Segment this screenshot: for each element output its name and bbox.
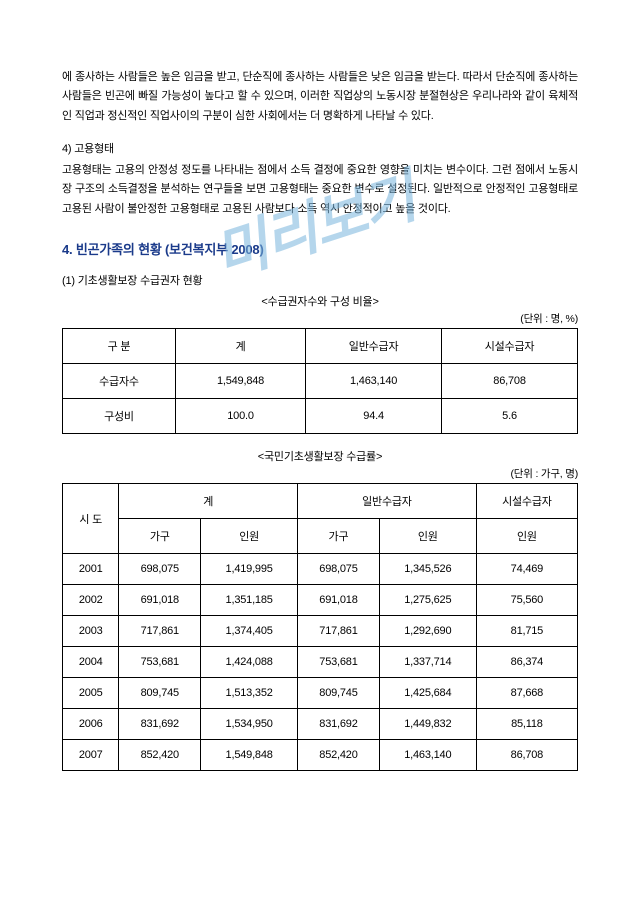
table-cell: 2007 bbox=[63, 740, 119, 771]
table-cell: 2006 bbox=[63, 709, 119, 740]
table-row: 2002691,0181,351,185691,0181,275,62575,5… bbox=[63, 585, 578, 616]
table-2-caption: <국민기초생활보장 수급률> bbox=[62, 448, 578, 464]
table-cell: 1,449,832 bbox=[379, 709, 476, 740]
table-cell: 698,075 bbox=[298, 554, 380, 585]
table-row: 가구 인원 가구 인원 인원 bbox=[63, 519, 578, 554]
table-cell: 717,861 bbox=[298, 616, 380, 647]
table-header: 계 bbox=[175, 329, 305, 364]
table-header: 구 분 bbox=[63, 329, 176, 364]
table-row: 2007852,4201,549,848852,4201,463,14086,7… bbox=[63, 740, 578, 771]
table-cell: 1,351,185 bbox=[201, 585, 298, 616]
table-cell: 100.0 bbox=[175, 399, 305, 434]
table-header: 계 bbox=[119, 484, 298, 519]
table-cell: 1,463,140 bbox=[306, 364, 442, 399]
table-cell: 구성비 bbox=[63, 399, 176, 434]
paragraph-4-body: 고용형태는 고용의 안정성 정도를 나타내는 점에서 소득 결정에 중요한 영향… bbox=[62, 161, 578, 219]
table-cell: 1,424,088 bbox=[201, 647, 298, 678]
table-cell: 74,469 bbox=[476, 554, 577, 585]
table-row: 2004753,6811,424,088753,6811,337,71486,3… bbox=[63, 647, 578, 678]
table-cell: 1,513,352 bbox=[201, 678, 298, 709]
table-cell: 2005 bbox=[63, 678, 119, 709]
table-header: 가구 bbox=[298, 519, 380, 554]
table-cell: 852,420 bbox=[119, 740, 201, 771]
table-row: 2001698,0751,419,995698,0751,345,52674,4… bbox=[63, 554, 578, 585]
table-2: 시 도 계 일반수급자 시설수급자 가구 인원 가구 인원 인원 2001698… bbox=[62, 483, 578, 771]
table-cell: 5.6 bbox=[442, 399, 578, 434]
table-cell: 753,681 bbox=[119, 647, 201, 678]
table-cell: 717,861 bbox=[119, 616, 201, 647]
table-cell: 수급자수 bbox=[63, 364, 176, 399]
table-cell: 809,745 bbox=[298, 678, 380, 709]
table-cell: 1,374,405 bbox=[201, 616, 298, 647]
table-cell: 86,708 bbox=[442, 364, 578, 399]
table-row: 2003717,8611,374,405717,8611,292,69081,7… bbox=[63, 616, 578, 647]
table-header: 시설수급자 bbox=[476, 484, 577, 519]
table-cell: 691,018 bbox=[298, 585, 380, 616]
table-header: 일반수급자 bbox=[298, 484, 477, 519]
table-header: 인원 bbox=[476, 519, 577, 554]
section-4-sub1: (1) 기초생활보장 수급권자 현황 bbox=[62, 272, 578, 291]
table-header: 가구 bbox=[119, 519, 201, 554]
table-cell: 1,463,140 bbox=[379, 740, 476, 771]
section-4-title: 4. 빈곤가족의 현황 (보건복지부 2008) bbox=[62, 239, 578, 258]
table-cell: 1,549,848 bbox=[175, 364, 305, 399]
table-cell: 87,668 bbox=[476, 678, 577, 709]
table-cell: 81,715 bbox=[476, 616, 577, 647]
table-row: 2006831,6921,534,950831,6921,449,83285,1… bbox=[63, 709, 578, 740]
table-cell: 85,118 bbox=[476, 709, 577, 740]
table-row: 구성비 100.0 94.4 5.6 bbox=[63, 399, 578, 434]
table-cell: 94.4 bbox=[306, 399, 442, 434]
table-row: 2005809,7451,513,352809,7451,425,68487,6… bbox=[63, 678, 578, 709]
table-header: 시 도 bbox=[63, 484, 119, 554]
table-1-caption: <수급권자수와 구성 비율> bbox=[62, 293, 578, 309]
table-cell: 1,337,714 bbox=[379, 647, 476, 678]
table-header: 인원 bbox=[201, 519, 298, 554]
table-row: 시 도 계 일반수급자 시설수급자 bbox=[63, 484, 578, 519]
table-cell: 809,745 bbox=[119, 678, 201, 709]
table-header: 일반수급자 bbox=[306, 329, 442, 364]
table-cell: 2001 bbox=[63, 554, 119, 585]
table-cell: 2004 bbox=[63, 647, 119, 678]
table-1-unit: (단위 : 명, %) bbox=[62, 311, 578, 326]
table-header: 인원 bbox=[379, 519, 476, 554]
paragraph-1: 에 종사하는 사람들은 높은 임금을 받고, 단순직에 종사하는 사람들은 낮은… bbox=[62, 68, 578, 126]
table-cell: 75,560 bbox=[476, 585, 577, 616]
table-cell: 2002 bbox=[63, 585, 119, 616]
table-cell: 1,549,848 bbox=[201, 740, 298, 771]
table-cell: 86,374 bbox=[476, 647, 577, 678]
table-2-unit: (단위 : 가구, 명) bbox=[62, 466, 578, 481]
table-cell: 852,420 bbox=[298, 740, 380, 771]
table-cell: 753,681 bbox=[298, 647, 380, 678]
table-cell: 1,275,625 bbox=[379, 585, 476, 616]
table-cell: 1,419,995 bbox=[201, 554, 298, 585]
table-header: 시설수급자 bbox=[442, 329, 578, 364]
table-1: 구 분 계 일반수급자 시설수급자 수급자수 1,549,848 1,463,1… bbox=[62, 328, 578, 434]
table-row: 구 분 계 일반수급자 시설수급자 bbox=[63, 329, 578, 364]
table-cell: 1,534,950 bbox=[201, 709, 298, 740]
table-cell: 1,292,690 bbox=[379, 616, 476, 647]
table-cell: 831,692 bbox=[119, 709, 201, 740]
table-cell: 691,018 bbox=[119, 585, 201, 616]
table-cell: 1,345,526 bbox=[379, 554, 476, 585]
table-cell: 2003 bbox=[63, 616, 119, 647]
table-cell: 86,708 bbox=[476, 740, 577, 771]
table-row: 수급자수 1,549,848 1,463,140 86,708 bbox=[63, 364, 578, 399]
table-cell: 698,075 bbox=[119, 554, 201, 585]
subhead-4: 4) 고용형태 bbox=[62, 140, 578, 159]
table-cell: 831,692 bbox=[298, 709, 380, 740]
table-cell: 1,425,684 bbox=[379, 678, 476, 709]
